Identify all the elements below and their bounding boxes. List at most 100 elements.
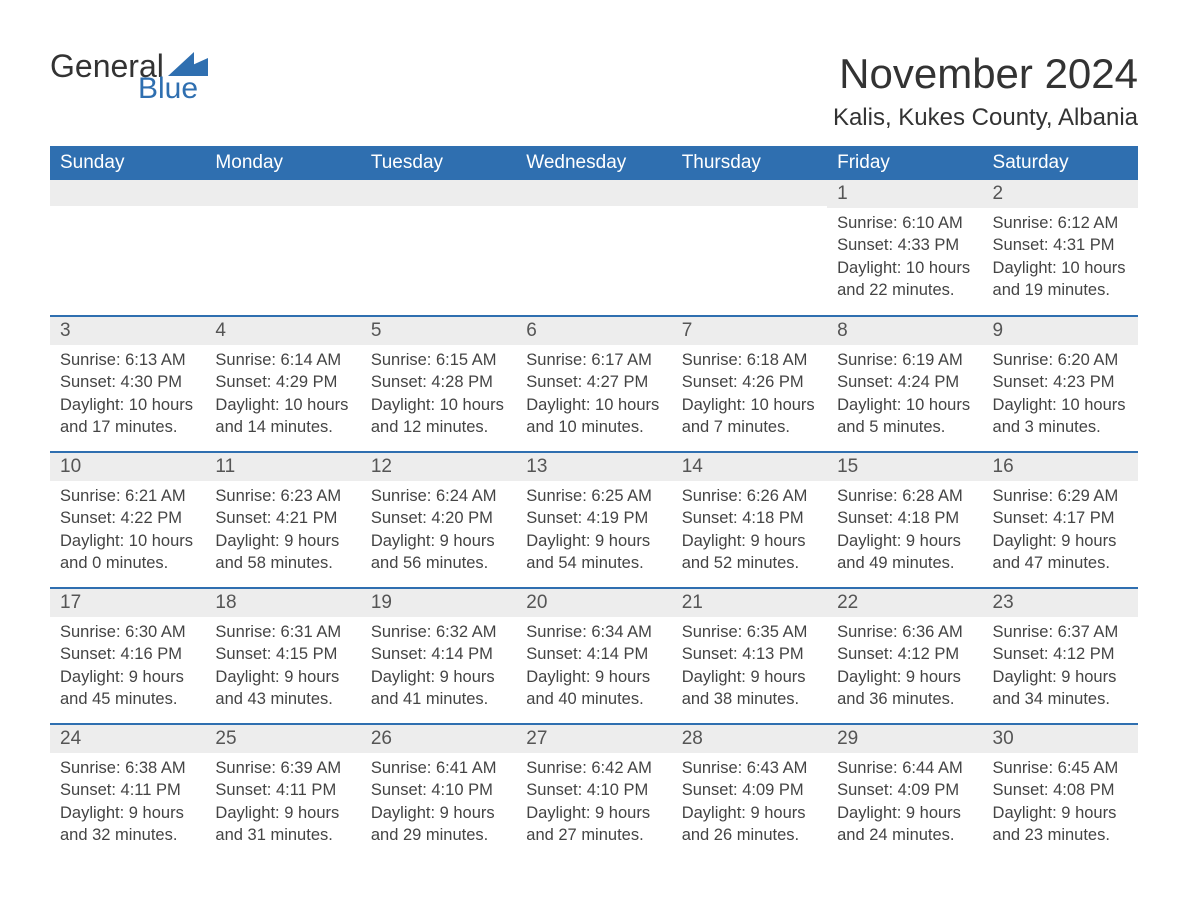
day-line: Daylight: 9 hours and 26 minutes. bbox=[682, 802, 817, 847]
day-line: Sunset: 4:11 PM bbox=[60, 779, 195, 801]
day-line: Sunset: 4:18 PM bbox=[837, 507, 972, 529]
month-title: November 2024 bbox=[833, 50, 1138, 98]
day-line: Daylight: 10 hours and 10 minutes. bbox=[526, 394, 661, 439]
day-line: Sunset: 4:11 PM bbox=[215, 779, 350, 801]
day-number: 11 bbox=[205, 453, 360, 481]
day-number: 6 bbox=[516, 317, 671, 345]
day-number: 1 bbox=[827, 180, 982, 208]
dayname-wednesday: Wednesday bbox=[516, 146, 671, 180]
day-line: Sunset: 4:17 PM bbox=[993, 507, 1128, 529]
day-line: Daylight: 10 hours and 19 minutes. bbox=[993, 257, 1128, 302]
day-line: Daylight: 10 hours and 0 minutes. bbox=[60, 530, 195, 575]
day-line: Sunset: 4:12 PM bbox=[993, 643, 1128, 665]
day-number: 29 bbox=[827, 725, 982, 753]
day-number: 14 bbox=[672, 453, 827, 481]
day-body: Sunrise: 6:37 AMSunset: 4:12 PMDaylight:… bbox=[983, 617, 1138, 718]
day-body: Sunrise: 6:10 AMSunset: 4:33 PMDaylight:… bbox=[827, 208, 982, 309]
day-number: 21 bbox=[672, 589, 827, 617]
dayname-tuesday: Tuesday bbox=[361, 146, 516, 180]
day-line: Daylight: 9 hours and 43 minutes. bbox=[215, 666, 350, 711]
day-number bbox=[361, 180, 516, 206]
day-line: Sunrise: 6:12 AM bbox=[993, 212, 1128, 234]
day-line: Sunset: 4:10 PM bbox=[526, 779, 661, 801]
day-body: Sunrise: 6:45 AMSunset: 4:08 PMDaylight:… bbox=[983, 753, 1138, 854]
day-line: Sunrise: 6:30 AM bbox=[60, 621, 195, 643]
day-line: Daylight: 9 hours and 32 minutes. bbox=[60, 802, 195, 847]
day-cell: 6 Sunrise: 6:17 AMSunset: 4:27 PMDaylight… bbox=[516, 316, 671, 452]
day-cell: 2Sunrise: 6:12 AMSunset: 4:31 PMDaylight… bbox=[983, 180, 1138, 316]
day-line: Sunset: 4:30 PM bbox=[60, 371, 195, 393]
day-number: 25 bbox=[205, 725, 360, 753]
day-number: 15 bbox=[827, 453, 982, 481]
dayname-saturday: Saturday bbox=[983, 146, 1138, 180]
week-row: 3Sunrise: 6:13 AMSunset: 4:30 PMDaylight… bbox=[50, 316, 1138, 452]
day-cell: 15Sunrise: 6:28 AMSunset: 4:18 PMDayligh… bbox=[827, 452, 982, 588]
day-line: Sunset: 4:22 PM bbox=[60, 507, 195, 529]
day-line: Daylight: 10 hours and 17 minutes. bbox=[60, 394, 195, 439]
day-line: Sunrise: 6:38 AM bbox=[60, 757, 195, 779]
day-cell: 17Sunrise: 6:30 AMSunset: 4:16 PMDayligh… bbox=[50, 588, 205, 724]
day-body: Sunrise: 6:29 AMSunset: 4:17 PMDaylight:… bbox=[983, 481, 1138, 582]
title-block: November 2024 Kalis, Kukes County, Alban… bbox=[833, 50, 1138, 132]
day-line: Sunrise: 6:41 AM bbox=[371, 757, 506, 779]
day-line: Sunset: 4:33 PM bbox=[837, 234, 972, 256]
day-cell: 18Sunrise: 6:31 AMSunset: 4:15 PMDayligh… bbox=[205, 588, 360, 724]
dayname-monday: Monday bbox=[205, 146, 360, 180]
day-number: 22 bbox=[827, 589, 982, 617]
day-cell: 11Sunrise: 6:23 AMSunset: 4:21 PMDayligh… bbox=[205, 452, 360, 588]
day-line: Daylight: 10 hours and 7 minutes. bbox=[682, 394, 817, 439]
day-line: Sunset: 4:19 PM bbox=[526, 507, 661, 529]
day-cell: 28Sunrise: 6:43 AMSunset: 4:09 PMDayligh… bbox=[672, 724, 827, 860]
day-body: Sunrise: 6:31 AMSunset: 4:15 PMDaylight:… bbox=[205, 617, 360, 718]
day-line: Daylight: 9 hours and 34 minutes. bbox=[993, 666, 1128, 711]
day-number bbox=[516, 180, 671, 206]
day-number: 3 bbox=[50, 317, 205, 345]
day-line: Sunset: 4:27 PM bbox=[526, 371, 661, 393]
day-cell: 26 Sunrise: 6:41 AMSunset: 4:10 PMDayligh… bbox=[361, 724, 516, 860]
day-line: Sunrise: 6:17 AM bbox=[526, 349, 661, 371]
day-cell: 27Sunrise: 6:42 AMSunset: 4:10 PMDayligh… bbox=[516, 724, 671, 860]
day-cell: 7Sunrise: 6:18 AMSunset: 4:26 PMDaylight… bbox=[672, 316, 827, 452]
day-line: Daylight: 10 hours and 14 minutes. bbox=[215, 394, 350, 439]
day-cell: 13Sunrise: 6:25 AMSunset: 4:19 PMDayligh… bbox=[516, 452, 671, 588]
day-number: 28 bbox=[672, 725, 827, 753]
day-line: Sunset: 4:15 PM bbox=[215, 643, 350, 665]
day-cell bbox=[361, 180, 516, 316]
day-line: Sunrise: 6:37 AM bbox=[993, 621, 1128, 643]
day-cell: 19Sunrise: 6:32 AMSunset: 4:14 PMDayligh… bbox=[361, 588, 516, 724]
day-cell bbox=[672, 180, 827, 316]
day-body: Sunrise: 6:38 AMSunset: 4:11 PMDaylight:… bbox=[50, 753, 205, 854]
day-number: 17 bbox=[50, 589, 205, 617]
day-cell: 20Sunrise: 6:34 AMSunset: 4:14 PMDayligh… bbox=[516, 588, 671, 724]
day-cell: 3 Sunrise: 6:13 AMSunset: 4:30 PMDaylight… bbox=[50, 316, 205, 452]
day-line: Daylight: 9 hours and 47 minutes. bbox=[993, 530, 1128, 575]
day-body: Sunrise: 6:36 AMSunset: 4:12 PMDaylight:… bbox=[827, 617, 982, 718]
day-line: Sunrise: 6:13 AM bbox=[60, 349, 195, 371]
day-line: Sunset: 4:24 PM bbox=[837, 371, 972, 393]
day-number: 23 bbox=[983, 589, 1138, 617]
week-row: 1Sunrise: 6:10 AMSunset: 4:33 PMDaylight… bbox=[50, 180, 1138, 316]
day-line: Daylight: 9 hours and 23 minutes. bbox=[993, 802, 1128, 847]
day-line: Sunset: 4:10 PM bbox=[371, 779, 506, 801]
day-cell: 23Sunrise: 6:37 AMSunset: 4:12 PMDayligh… bbox=[983, 588, 1138, 724]
week-row: 24Sunrise: 6:38 AMSunset: 4:11 PMDayligh… bbox=[50, 724, 1138, 860]
day-line: Sunset: 4:09 PM bbox=[682, 779, 817, 801]
day-line: Daylight: 9 hours and 31 minutes. bbox=[215, 802, 350, 847]
day-body bbox=[50, 206, 205, 218]
day-line: Sunset: 4:14 PM bbox=[371, 643, 506, 665]
day-line: Sunset: 4:18 PM bbox=[682, 507, 817, 529]
day-line: Sunrise: 6:34 AM bbox=[526, 621, 661, 643]
day-cell: 24Sunrise: 6:38 AMSunset: 4:11 PMDayligh… bbox=[50, 724, 205, 860]
day-line: Sunset: 4:29 PM bbox=[215, 371, 350, 393]
day-cell: 14Sunrise: 6:26 AMSunset: 4:18 PMDayligh… bbox=[672, 452, 827, 588]
calendar-body: 1Sunrise: 6:10 AMSunset: 4:33 PMDaylight… bbox=[50, 180, 1138, 860]
day-line: Daylight: 9 hours and 29 minutes. bbox=[371, 802, 506, 847]
day-line: Sunrise: 6:32 AM bbox=[371, 621, 506, 643]
day-number: 26 bbox=[361, 725, 516, 753]
day-header-row: Sunday Monday Tuesday Wednesday Thursday… bbox=[50, 146, 1138, 180]
day-number: 18 bbox=[205, 589, 360, 617]
day-line: Sunrise: 6:45 AM bbox=[993, 757, 1128, 779]
day-cell: 21Sunrise: 6:35 AMSunset: 4:13 PMDayligh… bbox=[672, 588, 827, 724]
day-cell: 22Sunrise: 6:36 AMSunset: 4:12 PMDayligh… bbox=[827, 588, 982, 724]
day-line: Sunset: 4:08 PM bbox=[993, 779, 1128, 801]
